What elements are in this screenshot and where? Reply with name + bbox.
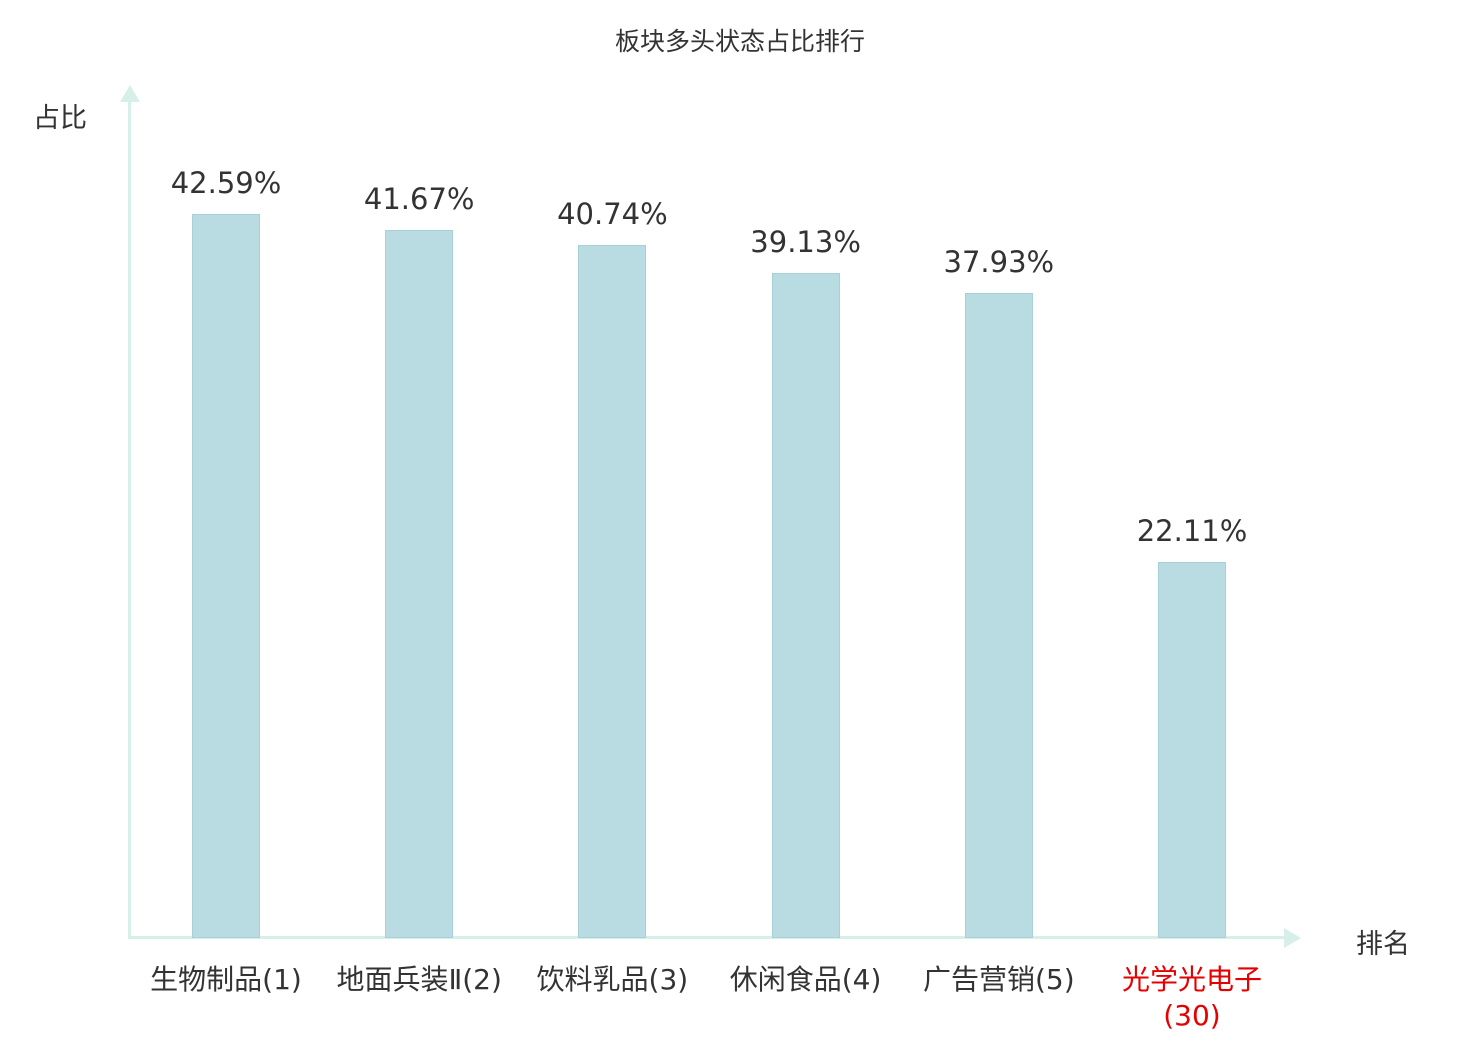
bar-category-label: 光学光电子(30) (1121, 963, 1262, 1033)
bar-category-label: 饮料乳品(3) (536, 963, 689, 996)
bar (578, 245, 647, 938)
bar (771, 273, 840, 938)
bar-category-label: 休闲食品(4) (729, 963, 882, 996)
bar-value-label: 37.93% (943, 245, 1055, 279)
x-axis (128, 936, 1286, 939)
chart-title: 板块多头状态占比排行 (614, 27, 865, 56)
bar-value-label: 42.59% (170, 166, 282, 200)
bar-category-label: 生物制品(1) (150, 963, 302, 996)
bar-category-label: 地面兵装Ⅱ(2) (336, 963, 502, 996)
bar-value-label: 41.67% (363, 182, 475, 216)
bar (385, 230, 454, 938)
bar (1158, 562, 1226, 938)
bar (964, 293, 1033, 938)
x-axis-label: 排名 (1356, 929, 1410, 960)
bar-value-label: 40.74% (557, 197, 668, 231)
y-axis-arrow-icon (120, 85, 140, 102)
bar-category-label: 广告营销(5) (922, 963, 1075, 996)
y-axis-label: 占比 (33, 103, 87, 134)
y-axis (128, 100, 131, 938)
bar-value-label: 22.11% (1136, 514, 1248, 548)
x-axis-arrow-icon (1284, 928, 1301, 948)
bar (192, 214, 260, 938)
bar-value-label: 39.13% (750, 225, 861, 259)
